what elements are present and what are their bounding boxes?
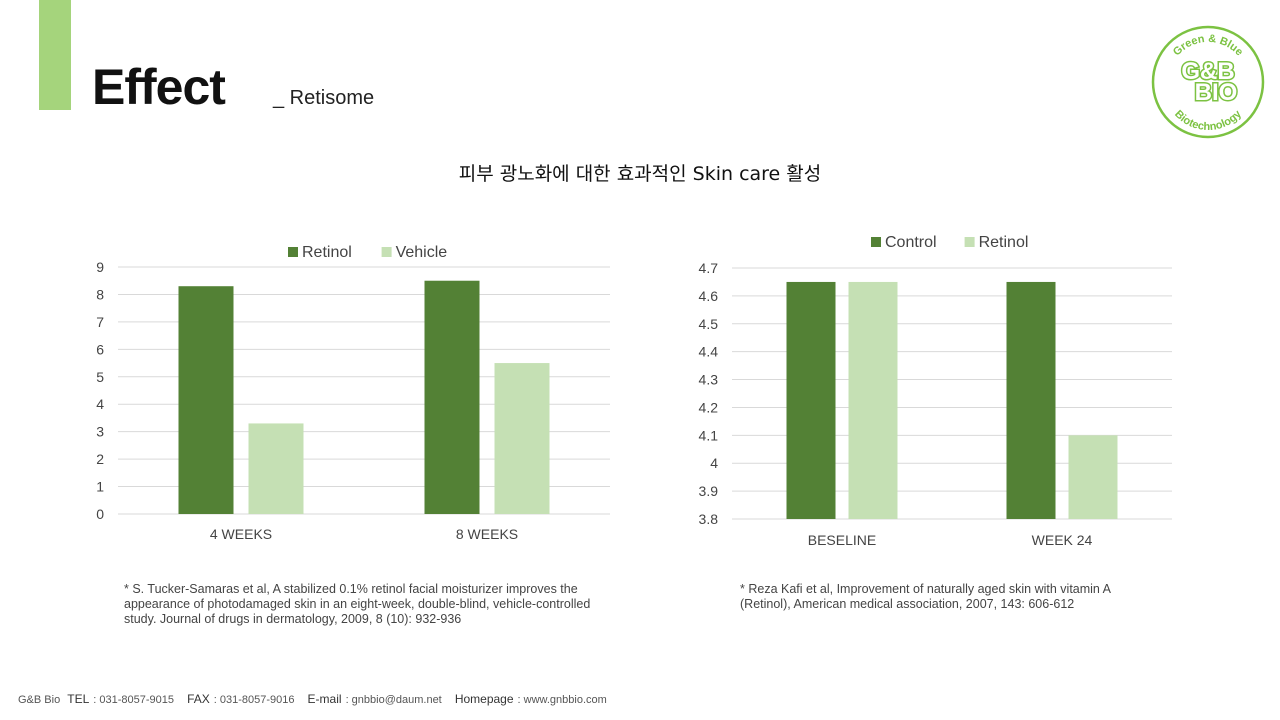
legend-swatch [964,237,975,247]
bar-retinol-1 [178,286,234,514]
footer-tel-value: : 031-8057-9015 [93,694,174,706]
reference-left: * S. Tucker-Samaras et al, A stabilized … [124,582,591,626]
y-tick-label: 4.4 [699,344,719,360]
bar-retinol-2 [424,280,480,514]
footer-tel-label: TEL [67,692,90,706]
y-tick-label: 8 [96,286,104,302]
y-tick-label: 3.8 [699,511,719,527]
y-tick-label: 1 [96,479,104,495]
footer-company: G&B Bio [18,694,61,706]
y-tick-label: 4.5 [699,316,719,332]
y-tick-label: 4.6 [699,288,719,304]
reference-right: * Reza Kafi et al, Improvement of natura… [740,582,1111,611]
y-tick-label: 9 [96,259,104,275]
legend-label: Control [885,234,937,251]
x-category-label: 8 WEEKS [456,526,518,542]
bar-vehicle-1 [248,423,304,514]
chart-retinol-vs-vehicle: 0 1 2 3 4 5 6 7 8 9 4 WEEKS 8 WEEKS Retinol Vehicle [96,244,610,542]
chart-control-vs-retinol: 3.8 3.9 4 4.1 4.2 4.3 4.4 4.5 4.6 4.7 BESELINE WEEK… [699,234,1172,548]
footer-fax-value: : 031-8057-9016 [213,694,295,706]
y-tick-label: 4.3 [699,372,719,388]
legend-swatch [381,247,392,257]
y-tick-label: 3 [96,424,104,440]
y-tick-label: 3.9 [699,483,719,499]
legend-label: Retinol [979,234,1029,251]
footer-fax-label: FAX [187,692,210,706]
x-category-label: BESELINE [808,532,876,548]
x-category-label: 4 WEEKS [210,526,272,542]
gnb-bio-logo: Green & Blue G&B BIO Biotechnology [1151,25,1265,139]
footer: G&B Bio TEL: 031-8057-9015 FAX: 031-8057… [18,692,611,706]
y-tick-label: 4 [96,396,104,412]
footer-homepage-value[interactable]: : www.gnbbio.com [517,694,607,706]
y-tick-label: 2 [96,451,104,467]
bar-control-1 [786,281,836,519]
legend-label: Retinol [302,244,352,261]
x-category-label: WEEK 24 [1032,532,1093,548]
y-tick-label: 4.2 [699,399,719,415]
svg-text:G&B: G&B [1181,58,1234,85]
y-tick-label: 4.7 [699,260,719,276]
y-tick-label: 5 [96,369,104,385]
accent-bar [39,0,71,110]
page-subtitle: _ Retisome [273,87,375,109]
y-tick-label: 4.1 [699,427,719,443]
chart-heading: 피부 광노화에 대한 효과적인 Skin care 활성 [458,163,822,185]
page-title: Effect [92,59,226,115]
bar-control-2 [1006,281,1056,519]
footer-homepage-label: Homepage [454,692,514,706]
y-tick-label: 0 [96,506,104,522]
legend-swatch [288,247,298,257]
footer-email-label: E-mail [307,692,342,706]
footer-email-value: : gnbbio@daum.net [345,694,442,706]
y-tick-label: 6 [96,341,104,357]
svg-text:BIO: BIO [1195,79,1238,106]
legend-swatch [871,237,881,247]
bar-vehicle-2 [494,363,550,514]
bar-retinol-2 [1068,435,1118,519]
y-tick-label: 7 [96,314,104,330]
legend-label: Vehicle [396,244,448,261]
y-tick-label: 4 [710,455,718,471]
bar-retinol-1 [848,281,898,519]
